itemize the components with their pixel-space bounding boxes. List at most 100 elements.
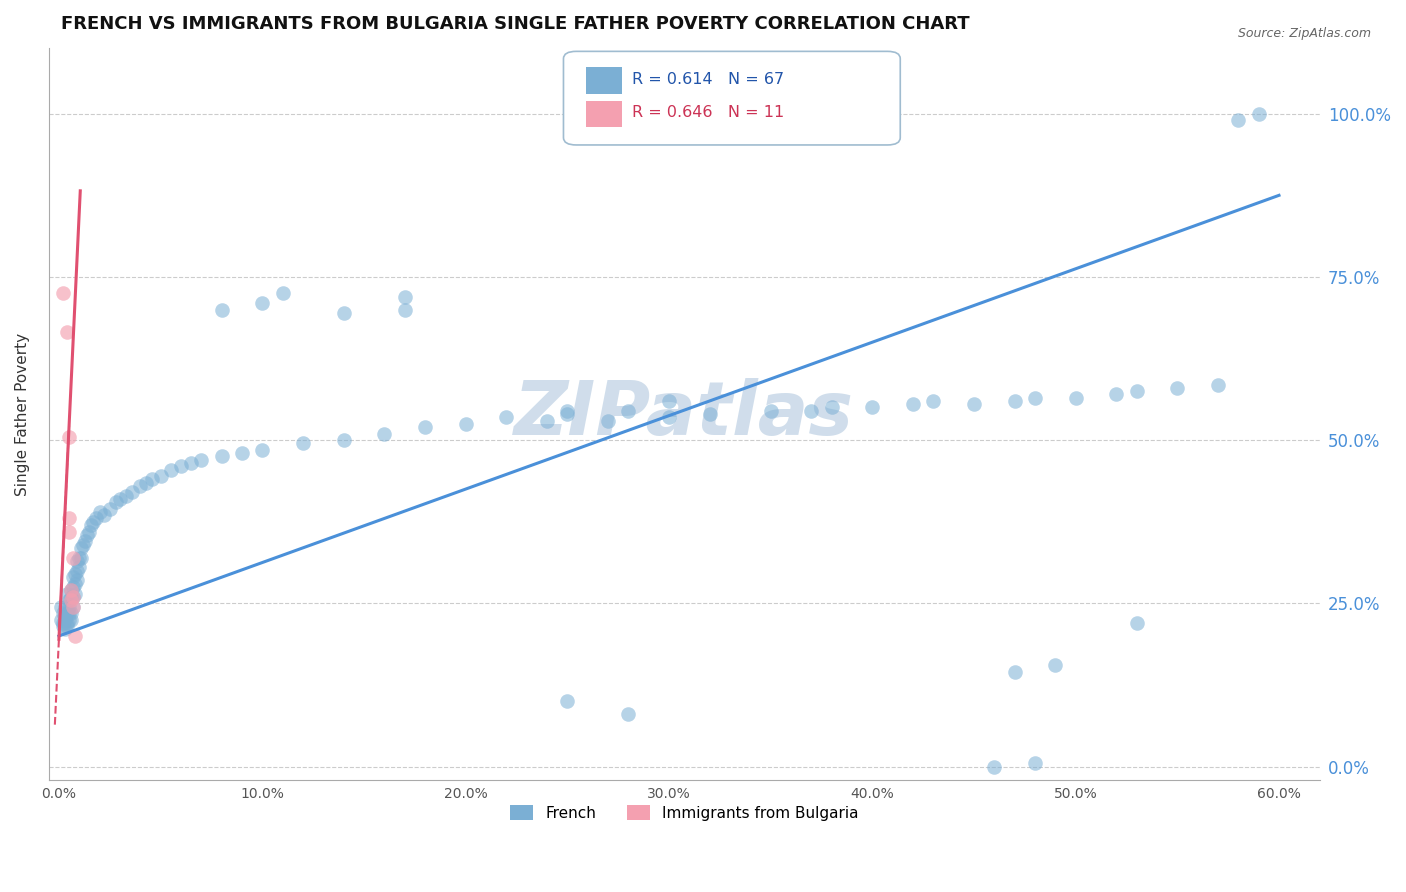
Point: [53, 623, 76, 637]
Point: [62, 599, 84, 614]
Point: [62, 570, 84, 584]
Text: ZIPatlas: ZIPatlas: [515, 377, 855, 450]
Point: [62, 590, 84, 604]
Point: [58, 524, 80, 539]
Point: [58, 606, 80, 620]
Point: [759, 403, 782, 417]
Point: [1045, 658, 1067, 673]
Point: [60, 593, 83, 607]
Point: [271, 286, 294, 301]
Point: [159, 462, 181, 476]
Point: [860, 401, 883, 415]
Point: [413, 420, 436, 434]
Point: [60, 613, 83, 627]
Point: [121, 485, 143, 500]
Point: [84, 511, 107, 525]
Point: [60, 583, 83, 598]
Point: [555, 407, 578, 421]
Point: [596, 413, 619, 427]
Point: [495, 410, 517, 425]
Point: [170, 459, 193, 474]
FancyBboxPatch shape: [564, 52, 900, 145]
Point: [1064, 391, 1087, 405]
Point: [1024, 756, 1046, 771]
Point: [52, 606, 75, 620]
FancyBboxPatch shape: [586, 101, 621, 128]
Point: [56, 326, 79, 340]
Point: [58, 599, 80, 614]
Point: [104, 495, 127, 509]
Point: [617, 403, 640, 417]
Point: [53, 599, 76, 614]
Point: [60, 590, 83, 604]
Point: [56, 619, 79, 633]
Legend: French, Immigrants from Bulgaria: French, Immigrants from Bulgaria: [503, 798, 865, 827]
Point: [373, 426, 395, 441]
Point: [58, 430, 80, 444]
Point: [93, 508, 115, 523]
Point: [1206, 377, 1229, 392]
Point: [252, 296, 274, 310]
Point: [129, 479, 152, 493]
Text: R = 0.614   N = 67: R = 0.614 N = 67: [633, 71, 785, 87]
Text: FRENCH VS IMMIGRANTS FROM BULGARIA SINGLE FATHER POVERTY CORRELATION CHART: FRENCH VS IMMIGRANTS FROM BULGARIA SINGL…: [62, 15, 970, 33]
Point: [211, 450, 233, 464]
Point: [1247, 106, 1270, 120]
Point: [901, 397, 924, 411]
Point: [75, 534, 97, 549]
Point: [60, 583, 83, 598]
Point: [58, 613, 80, 627]
Point: [56, 586, 79, 600]
Point: [53, 613, 76, 627]
Point: [1004, 665, 1026, 679]
Point: [820, 401, 842, 415]
Point: [63, 566, 86, 581]
Point: [394, 302, 416, 317]
Point: [49, 599, 72, 614]
Point: [53, 609, 76, 624]
Point: [699, 407, 721, 421]
Point: [658, 410, 681, 425]
Point: [67, 560, 90, 574]
Point: [60, 606, 83, 620]
Point: [536, 413, 558, 427]
Point: [180, 456, 202, 470]
Point: [79, 524, 101, 539]
Point: [63, 576, 86, 591]
Point: [149, 469, 172, 483]
Point: [70, 550, 93, 565]
Point: [922, 394, 945, 409]
Point: [617, 707, 640, 722]
Point: [1105, 387, 1128, 401]
Point: [658, 394, 681, 409]
Point: [231, 446, 253, 460]
Point: [66, 564, 89, 578]
Point: [63, 629, 86, 643]
Point: [1024, 391, 1046, 405]
Point: [1125, 384, 1147, 399]
Point: [141, 472, 163, 486]
Point: [58, 593, 80, 607]
Point: [76, 528, 98, 542]
Point: [66, 574, 89, 588]
Point: [135, 475, 157, 490]
Point: [58, 511, 80, 525]
Point: [1227, 113, 1250, 128]
Point: [66, 554, 89, 568]
Point: [80, 518, 103, 533]
Point: [252, 442, 274, 457]
Text: Source: ZipAtlas.com: Source: ZipAtlas.com: [1237, 27, 1371, 40]
Point: [62, 550, 84, 565]
Point: [70, 541, 93, 555]
Point: [1004, 394, 1026, 409]
Point: [62, 590, 84, 604]
Point: [115, 489, 138, 503]
Point: [1125, 615, 1147, 630]
Point: [56, 615, 79, 630]
Point: [394, 289, 416, 303]
Point: [82, 515, 104, 529]
Point: [190, 452, 212, 467]
Text: R = 0.646   N = 11: R = 0.646 N = 11: [633, 105, 785, 120]
Point: [800, 403, 823, 417]
Point: [56, 606, 79, 620]
